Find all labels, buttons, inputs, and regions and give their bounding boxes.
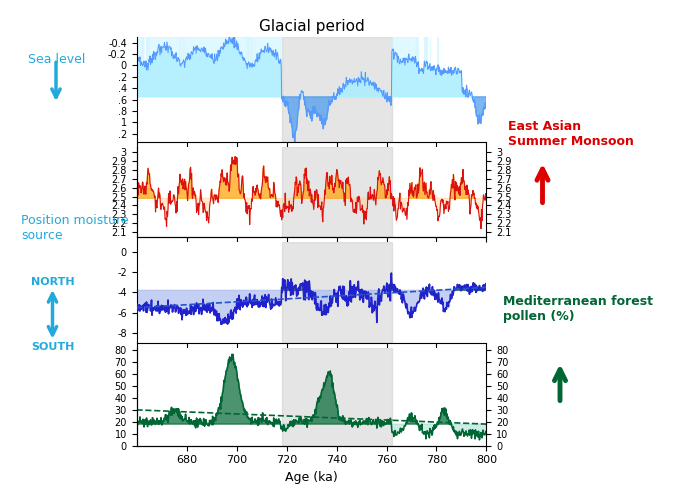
Bar xyxy=(281,242,391,343)
X-axis label: Age (ka): Age (ka) xyxy=(285,471,338,484)
Text: Position moisture
source: Position moisture source xyxy=(21,214,129,242)
Text: NORTH: NORTH xyxy=(31,277,74,287)
Bar xyxy=(281,148,391,237)
Text: Mediterranean forest
pollen (%): Mediterranean forest pollen (%) xyxy=(503,296,652,323)
Text: East Asian
Summer Monsoon: East Asian Summer Monsoon xyxy=(508,120,634,148)
Text: Sea level: Sea level xyxy=(28,53,85,66)
Text: SOUTH: SOUTH xyxy=(31,342,74,351)
Bar xyxy=(281,348,391,446)
Bar xyxy=(281,37,391,143)
Title: Glacial period: Glacial period xyxy=(258,19,365,34)
